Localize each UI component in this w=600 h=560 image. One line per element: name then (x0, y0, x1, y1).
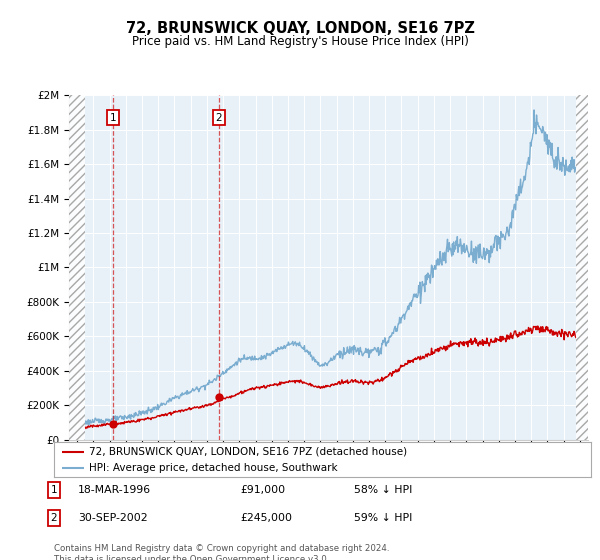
Text: 1: 1 (110, 113, 116, 123)
Bar (69, 95, 85, 440)
Text: HPI: Average price, detached house, Southwark: HPI: Average price, detached house, Sout… (89, 463, 338, 473)
Text: 18-MAR-1996: 18-MAR-1996 (78, 485, 151, 495)
Bar (576, 95, 588, 440)
Text: 2: 2 (50, 513, 58, 523)
Text: 72, BRUNSWICK QUAY, LONDON, SE16 7PZ: 72, BRUNSWICK QUAY, LONDON, SE16 7PZ (125, 21, 475, 36)
Text: 72, BRUNSWICK QUAY, LONDON, SE16 7PZ (detached house): 72, BRUNSWICK QUAY, LONDON, SE16 7PZ (de… (89, 447, 407, 457)
Text: Price paid vs. HM Land Registry's House Price Index (HPI): Price paid vs. HM Land Registry's House … (131, 35, 469, 48)
Text: 30-SEP-2002: 30-SEP-2002 (78, 513, 148, 523)
Text: 1: 1 (50, 485, 58, 495)
Text: £91,000: £91,000 (240, 485, 285, 495)
Text: £245,000: £245,000 (240, 513, 292, 523)
Text: Contains HM Land Registry data © Crown copyright and database right 2024.
This d: Contains HM Land Registry data © Crown c… (54, 544, 389, 560)
Text: 2: 2 (216, 113, 223, 123)
Text: 58% ↓ HPI: 58% ↓ HPI (354, 485, 412, 495)
Text: 59% ↓ HPI: 59% ↓ HPI (354, 513, 412, 523)
